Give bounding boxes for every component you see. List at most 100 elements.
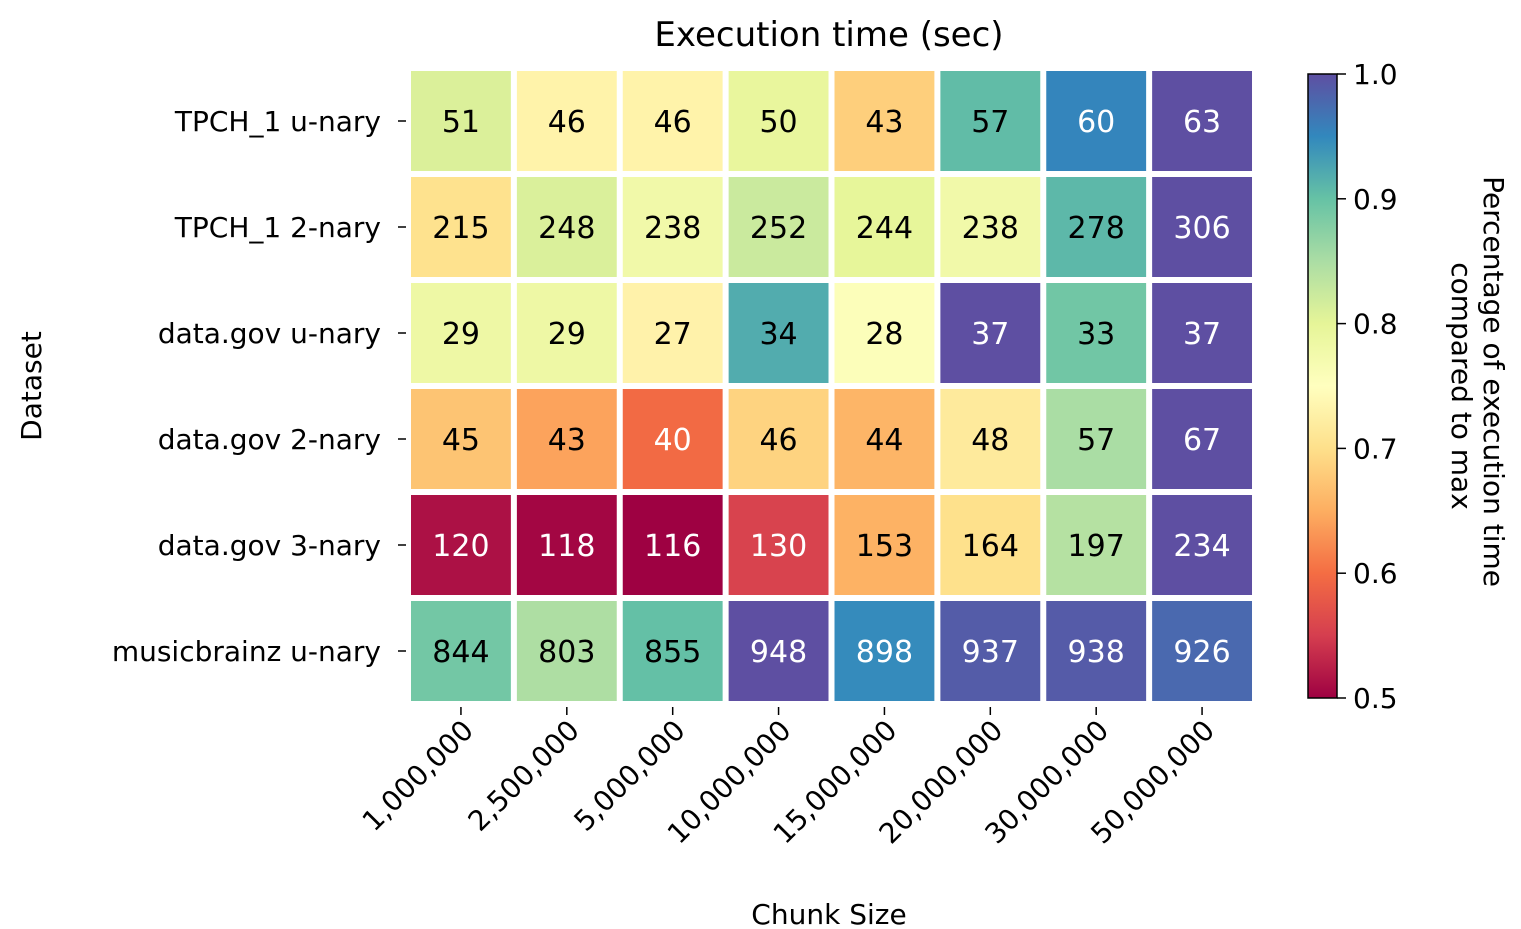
cell-value-label: 48: [971, 423, 1009, 458]
cell-value-label: 244: [856, 211, 913, 246]
cell-value-label: 46: [548, 105, 586, 140]
cell-value-label: 43: [548, 423, 586, 458]
cell-value-label: 153: [856, 529, 913, 564]
cell-value-label: 844: [432, 635, 489, 670]
heatmap-cell: [622, 177, 723, 277]
heatmap-cell: [622, 283, 723, 383]
cell-value-labels: 51 46 46 50 43 57 60 63 215 248 238 252 244 238 278 306…: [432, 105, 1230, 670]
heatmap-cell: [411, 389, 511, 489]
heatmap-cell: [834, 71, 935, 171]
heatmap-cell: [622, 71, 723, 171]
cell-value-label: 67: [1183, 423, 1221, 458]
cell-value-label: 197: [1068, 529, 1125, 564]
y-tick-label: data.gov u-nary: [158, 317, 381, 350]
heatmap-cell: [1046, 283, 1147, 383]
colorbar-tick-label: 0.7: [1353, 432, 1398, 465]
x-tick-label: 2,500,000: [462, 714, 586, 838]
cell-value-label: 248: [538, 211, 595, 246]
colorbar-label: Percentage of execution time compared to…: [1445, 176, 1510, 596]
cell-value-label: 57: [1077, 423, 1115, 458]
heatmap-cell: [940, 71, 1041, 171]
x-axis-label: Chunk Size: [751, 898, 906, 929]
heatmap-cell: [411, 177, 511, 277]
heatmap-cell: [728, 601, 829, 701]
heatmap-cell: [940, 177, 1041, 277]
cell-value-label: 306: [1173, 211, 1230, 246]
cell-value-label: 898: [856, 635, 913, 670]
heatmap-cell: [516, 389, 617, 489]
x-tick-label: 1,000,000: [356, 714, 480, 838]
cell-value-label: 937: [962, 635, 1019, 670]
cell-value-label: 40: [654, 423, 692, 458]
heatmap-cell: [834, 389, 935, 489]
cell-value-label: 46: [654, 105, 692, 140]
cell-value-label: 238: [644, 211, 701, 246]
colorbar-label-line-2: compared to max: [1445, 262, 1478, 510]
cell-value-label: 116: [644, 529, 701, 564]
cell-value-label: 252: [750, 211, 807, 246]
heatmap-cell: [728, 389, 829, 489]
heatmap-cell: [516, 177, 617, 277]
cell-value-label: 164: [962, 529, 1019, 564]
cell-value-label: 234: [1173, 529, 1230, 564]
heatmap-cell: [1152, 177, 1253, 277]
heatmap-cell: [411, 283, 511, 383]
heatmap-cell: [940, 601, 1041, 701]
cell-value-label: 45: [442, 423, 480, 458]
cell-value-label: 27: [654, 317, 692, 352]
heatmap-cell: [1152, 283, 1253, 383]
heatmap-cell: [411, 495, 511, 595]
y-tick-label: musicbrainz u-nary: [112, 635, 381, 668]
heatmap-cell: [1152, 389, 1253, 489]
heatmap-cell: [516, 71, 617, 171]
x-axis-ticks: 1,000,0002,500,0005,000,00010,000,00015,…: [356, 707, 1221, 850]
heatmap-cells: [411, 71, 1253, 701]
cell-value-label: 34: [759, 317, 797, 352]
cell-value-label: 50: [759, 105, 797, 140]
colorbar-tick-label: 0.6: [1353, 557, 1398, 590]
y-tick-label: data.gov 2-nary: [158, 423, 381, 456]
heatmap-cell: [622, 495, 723, 595]
heatmap-cell: [1046, 177, 1147, 277]
heatmap-cell: [834, 495, 935, 595]
colorbar-tick-label: 0.9: [1353, 183, 1398, 216]
heatmap-cell: [1046, 71, 1147, 171]
cell-value-label: 803: [538, 635, 595, 670]
cell-value-label: 215: [432, 211, 489, 246]
cell-value-label: 938: [1068, 635, 1125, 670]
heatmap-cell: [1152, 495, 1253, 595]
heatmap-cell: [728, 495, 829, 595]
y-axis-ticks: TPCH_1 u-nary TPCH_1 2-nary data.gov u-nar…: [112, 105, 406, 668]
heatmap-cell: [622, 389, 723, 489]
cell-value-label: 51: [442, 105, 480, 140]
cell-value-label: 855: [644, 635, 701, 670]
heatmap-cell: [1152, 71, 1253, 171]
cell-value-label: 37: [1183, 317, 1221, 352]
cell-value-label: 46: [759, 423, 797, 458]
heatmap-cell: [940, 283, 1041, 383]
heatmap-cell: [1046, 389, 1147, 489]
cell-value-label: 238: [962, 211, 1019, 246]
colorbar-ticks: 0.5 0.6 0.7 0.8 0.9 1.0: [1337, 58, 1398, 715]
heatmap-cell: [728, 177, 829, 277]
colorbar-tick-label: 1.0: [1353, 58, 1398, 91]
colorbar-tick-label: 0.8: [1353, 308, 1398, 341]
cell-value-label: 37: [971, 317, 1009, 352]
cell-value-label: 33: [1077, 317, 1115, 352]
heatmap-cell: [728, 283, 829, 383]
heatmap-cell: [411, 71, 511, 171]
cell-value-label: 278: [1068, 211, 1125, 246]
chart-title: Execution time (sec): [654, 15, 1003, 55]
cell-value-label: 60: [1077, 105, 1115, 140]
heatmap-cell: [516, 283, 617, 383]
y-tick-label: data.gov 3-nary: [158, 529, 381, 562]
heatmap-cell: [834, 601, 935, 701]
colorbar-gradient-bar: [1307, 73, 1338, 699]
heatmap-cell: [516, 495, 617, 595]
y-axis-label: Dataset: [15, 331, 48, 441]
cell-value-label: 44: [865, 423, 903, 458]
heatmap-cell: [834, 283, 935, 383]
heatmap-cell: [411, 601, 511, 701]
cell-value-label: 28: [865, 317, 903, 352]
